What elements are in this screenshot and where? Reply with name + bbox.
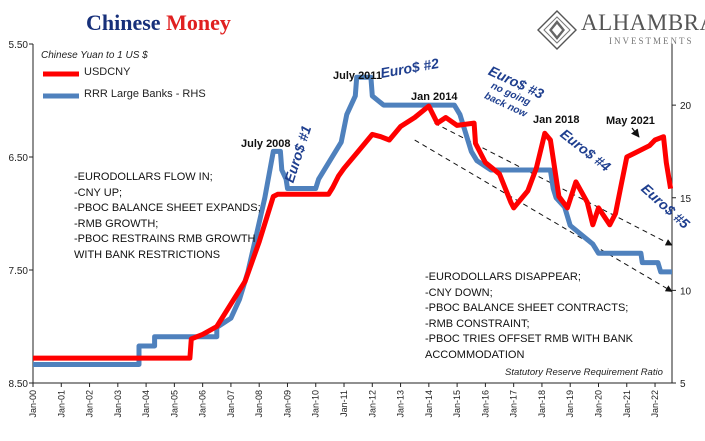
note-line: WITH BANK RESTRICTIONS bbox=[74, 248, 221, 261]
annotation-may-2021: May 2021 bbox=[606, 115, 655, 127]
left-tick-label: 5.50 bbox=[9, 40, 29, 51]
note-line: -PBOC RESTRAINS RMB GROWTH bbox=[74, 233, 256, 245]
right-tick-label: 5 bbox=[680, 379, 686, 390]
annotation-july-2011: July 2011 bbox=[333, 70, 382, 82]
right-tick-label: 15 bbox=[680, 194, 692, 205]
note-line: ACCOMMODATION bbox=[425, 348, 525, 361]
right-tick-label: 20 bbox=[680, 101, 692, 112]
x-tick-label: Jan-20 bbox=[593, 390, 603, 418]
legend-swatch-rrr bbox=[43, 93, 79, 99]
x-tick-label: Jan-07 bbox=[226, 390, 236, 418]
legend-swatch-usdcny bbox=[43, 71, 79, 77]
x-tick-label: Jan-16 bbox=[480, 390, 490, 418]
chart-title: Chinese Money bbox=[86, 10, 231, 36]
x-tick-label: Jan-05 bbox=[169, 390, 179, 418]
x-tick-label: Jan-03 bbox=[113, 390, 123, 418]
legend-label-usdcny: USDCNY bbox=[84, 66, 131, 78]
x-tick-label: Jan-15 bbox=[452, 390, 462, 418]
x-tick-label: Jan-06 bbox=[198, 390, 208, 418]
annotation-jan-2018: Jan 2018 bbox=[533, 114, 580, 126]
x-tick-label: Jan-04 bbox=[141, 390, 151, 418]
x-tick-label: Jan-02 bbox=[85, 390, 95, 418]
x-tick-label: Jan-13 bbox=[396, 390, 406, 418]
right-tick-label: 10 bbox=[680, 286, 692, 297]
note-line: -PBOC BALANCE SHEET CONTRACTS; bbox=[425, 302, 629, 314]
note-line: -EURODOLLARS DISAPPEAR; bbox=[425, 271, 581, 283]
note-line: -PBOC TRIES OFFSET RMB WITH BANK bbox=[425, 333, 634, 345]
note-line: -CNY UP; bbox=[74, 186, 123, 199]
note-line: -RMB CONSTRAINT; bbox=[425, 317, 530, 330]
x-tick-label: Jan-00 bbox=[28, 390, 38, 418]
trend-arrows bbox=[414, 122, 673, 292]
x-tick-label: Jan-14 bbox=[424, 390, 434, 418]
annotation-jan-2014: Jan 2014 bbox=[411, 91, 458, 103]
left-tick-label: 7.50 bbox=[9, 266, 29, 277]
title-word-2: Money bbox=[166, 10, 231, 35]
title-word-1: Chinese bbox=[86, 10, 161, 35]
note-line: -CNY DOWN; bbox=[425, 286, 493, 299]
x-tick-label: Jan-17 bbox=[509, 390, 519, 418]
trend-arrow-lower bbox=[414, 139, 673, 292]
axes-group: 5.50 6.50 7.50 8.50 5 10 15 20 Jan-00 Jan-01 Jan-0… bbox=[9, 40, 692, 418]
notes-left: -EURODOLLARS FLOW IN; -CNY UP; -PBOC BAL… bbox=[74, 170, 261, 263]
x-tick-label: Jan-09 bbox=[282, 390, 292, 418]
x-tick-label: Jan-12 bbox=[367, 390, 377, 418]
notes-right: -EURODOLLARS DISAPPEAR; -CNY DOWN; -PBOC… bbox=[425, 270, 633, 363]
note-line: -RMB GROWTH; bbox=[74, 217, 159, 230]
series-group bbox=[33, 74, 674, 367]
alhambra-emblem-icon bbox=[537, 10, 577, 50]
series-line-rrr bbox=[33, 74, 672, 367]
x-tick-label: Jan-08 bbox=[254, 390, 264, 418]
x-tick-label: Jan-19 bbox=[565, 390, 575, 418]
annotation-july-2008: July 2008 bbox=[241, 138, 291, 150]
x-tick-label: Jan-18 bbox=[537, 390, 547, 418]
x-tick-label: Jan-01 bbox=[56, 390, 66, 418]
left-tick-label: 8.50 bbox=[9, 379, 29, 390]
may-2021-arrow bbox=[631, 127, 640, 138]
x-tick-label: Jan-22 bbox=[650, 390, 660, 418]
footnote-rrr: Statutory Reserve Requirement Ratio bbox=[505, 367, 663, 378]
x-tick-label: Jan-10 bbox=[311, 390, 321, 418]
series-line-usdcny bbox=[33, 103, 674, 361]
logo-name: Alhambra bbox=[581, 10, 705, 35]
x-tick-label: Jan-21 bbox=[622, 390, 632, 418]
chart-subtitle: Chinese Yuan to 1 US $ bbox=[41, 50, 148, 61]
logo-subtitle: INVESTMENTS bbox=[609, 36, 694, 46]
legend-label-rrr: RRR Large Banks - RHS bbox=[84, 88, 206, 100]
note-line: -EURODOLLARS FLOW IN; bbox=[74, 171, 213, 183]
note-line: -PBOC BALANCE SHEET EXPANDS; bbox=[74, 202, 261, 214]
left-tick-label: 6.50 bbox=[9, 153, 29, 164]
alhambra-logo: Alhambra INVESTMENTS bbox=[535, 8, 705, 50]
x-tick-label: Jan-11 bbox=[339, 390, 349, 417]
